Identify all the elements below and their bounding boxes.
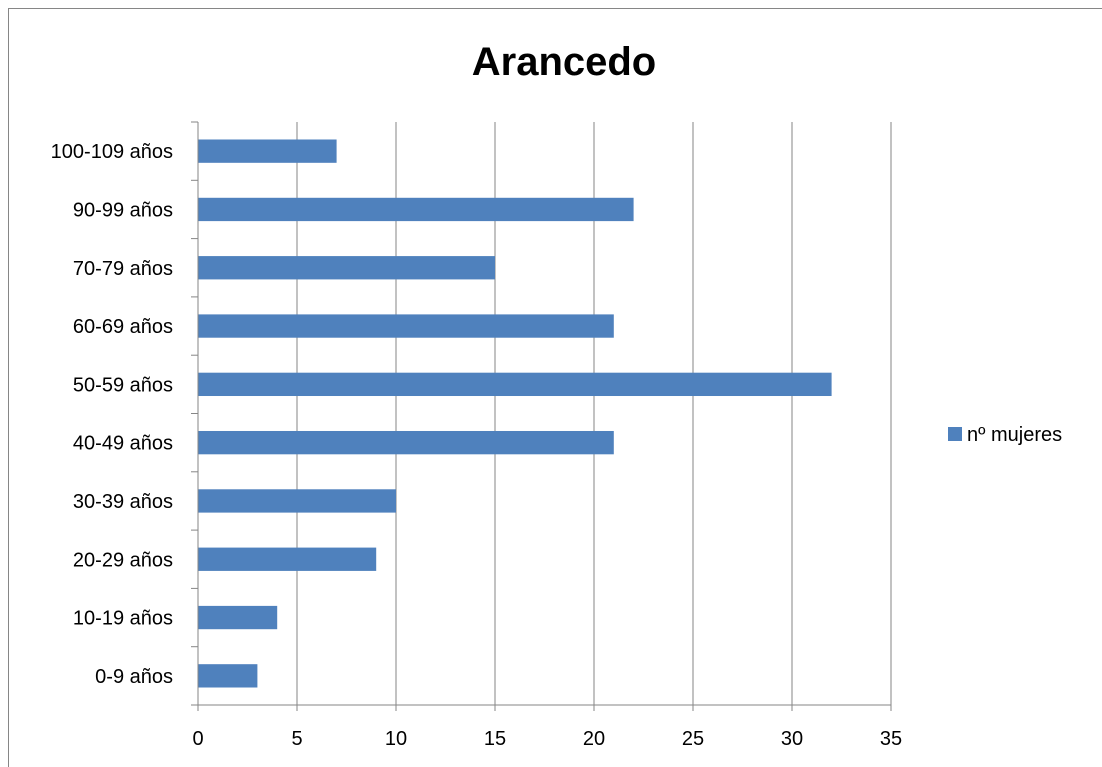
y-tick-label: 100-109 años — [51, 141, 173, 163]
bar — [198, 256, 495, 280]
y-tick-label: 40-49 años — [73, 433, 173, 455]
x-tick-label: 35 — [880, 728, 902, 750]
bar — [198, 664, 258, 688]
axes — [191, 121, 892, 711]
x-tick-labels: 0 5 10 15 20 25 30 35 — [192, 728, 902, 750]
bar — [198, 372, 832, 397]
bar — [198, 547, 377, 571]
x-tick-label: 15 — [484, 728, 506, 750]
gridlines — [296, 122, 892, 705]
legend-label: nº mujeres — [967, 424, 1062, 446]
bar — [198, 489, 396, 513]
x-tick-label: 5 — [291, 728, 302, 750]
bar — [198, 197, 634, 222]
y-tick-label: 10-19 años — [73, 608, 173, 630]
x-tick-label: 30 — [781, 728, 803, 750]
legend-swatch — [948, 427, 962, 441]
bar — [198, 605, 278, 630]
bar — [198, 430, 614, 455]
y-tick-label: 60-69 años — [73, 316, 173, 338]
y-tick-label: 70-79 años — [73, 258, 173, 280]
legend: nº mujeres — [948, 424, 1062, 446]
x-tick-label: 10 — [385, 728, 407, 750]
x-tick-label: 25 — [682, 728, 704, 750]
bar — [198, 314, 614, 338]
bars — [198, 139, 832, 688]
bar — [198, 139, 337, 163]
y-tick-label: 20-29 años — [73, 549, 173, 571]
y-tick-label: 90-99 años — [73, 199, 173, 221]
y-tick-labels: 0-9 años 10-19 años 20-29 años 30-39 años 40… — [51, 141, 173, 688]
x-tick-label: 20 — [583, 728, 605, 750]
y-tick-label: 30-39 años — [73, 491, 173, 513]
chart-title: Arancedo — [472, 40, 657, 84]
x-tick-label: 0 — [192, 728, 203, 750]
y-tick-label: 0-9 años — [95, 666, 173, 688]
y-tick-label: 50-59 años — [73, 374, 173, 396]
